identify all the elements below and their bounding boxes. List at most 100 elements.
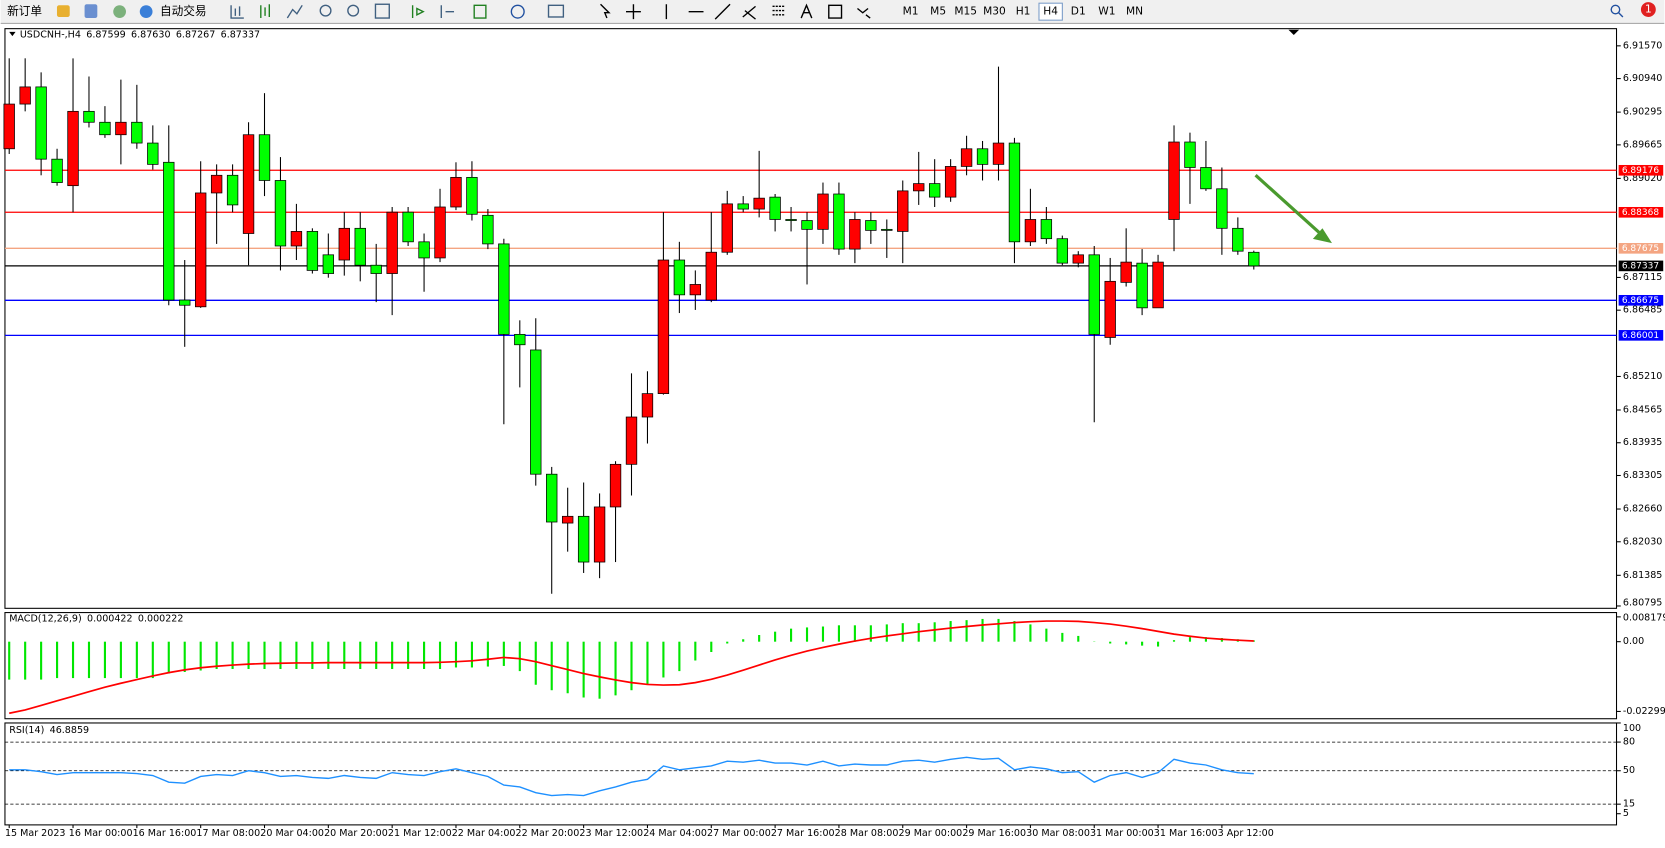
icon[interactable]: [56, 5, 70, 17]
y-tick-label: 0.008179: [1623, 612, 1665, 623]
y-tick-label: 6.80795: [1623, 598, 1662, 609]
x-tick-label: 20 Mar 04:00: [260, 828, 324, 839]
timeframe-button[interactable]: W1: [1098, 5, 1115, 18]
level-price-box: [1618, 294, 1664, 306]
candle-body: [131, 121, 143, 144]
fibo-icon[interactable]: [772, 5, 786, 16]
timeframe-button[interactable]: M1: [903, 5, 919, 18]
shift-icon[interactable]: [440, 5, 455, 19]
candle-body: [721, 203, 733, 253]
template-icon[interactable]: [547, 4, 565, 18]
indicator-value: 0.000222: [138, 613, 184, 624]
cursor-icon[interactable]: [600, 3, 611, 19]
y-tick-label: 6.90940: [1623, 73, 1662, 84]
toolbar: 新订单 自动交易: [0, 0, 1665, 24]
channel-icon[interactable]: [742, 5, 756, 20]
chart-title: USDCNH-,H4: [20, 30, 81, 41]
candle-body: [817, 193, 829, 230]
candle-body: [194, 192, 207, 308]
y-tick-label: 0.00: [1623, 636, 1644, 647]
level-price-label: 6.86001: [1622, 331, 1659, 341]
indicator-icon[interactable]: [473, 4, 487, 19]
x-tick-label: 28 Mar 08:00: [835, 828, 899, 839]
candle-body: [1232, 227, 1244, 252]
level-price-box: [1618, 243, 1664, 254]
label-icon[interactable]: [828, 4, 843, 19]
candle-body: [913, 183, 925, 192]
candle-body: [67, 110, 79, 187]
level-price-label: 6.87675: [1622, 244, 1659, 254]
candle-body: [434, 206, 446, 259]
icon[interactable]: [113, 5, 126, 19]
candle-body: [769, 196, 781, 220]
y-tick-label: 6.82660: [1623, 504, 1662, 515]
candle-body: [19, 86, 31, 105]
y-tick-label: 6.89665: [1623, 139, 1662, 150]
scroll-icon[interactable]: [411, 5, 425, 19]
level-price-label: 6.86675: [1622, 296, 1659, 306]
icon[interactable]: [84, 4, 98, 19]
timeframe-button[interactable]: M5: [930, 5, 946, 18]
macd-panel: [4, 612, 1618, 720]
x-tick-label: 22 Mar 20:00: [516, 828, 580, 839]
candle-body: [163, 161, 175, 301]
indicator-title: RSI(14): [9, 725, 44, 736]
y-tick-label: 6.84565: [1623, 404, 1662, 415]
y-tick-label: 6.86485: [1623, 305, 1662, 316]
bar-chart-icon[interactable]: [230, 5, 244, 19]
candle-body: [753, 197, 765, 210]
signal-line: [9, 620, 1254, 715]
new-order-button[interactable]: 新订单: [7, 4, 42, 18]
x-tick-label: 31 Mar 16:00: [1154, 828, 1218, 839]
timeframe-button[interactable]: MN: [1126, 5, 1143, 18]
crosshair-icon[interactable]: [626, 4, 641, 20]
candle-body: [306, 231, 319, 271]
search-icon[interactable]: [1610, 4, 1621, 15]
x-tick-label: 27 Mar 16:00: [771, 828, 835, 839]
candle-body: [865, 220, 877, 231]
timeframe-bar: M1 M5 M15 M30 H1 H4 D1 W1 MN: [903, 2, 1143, 21]
timeframe-button[interactable]: H1: [1016, 5, 1031, 18]
y-tick-label: 6.83305: [1623, 470, 1662, 481]
line-icon[interactable]: [286, 4, 303, 19]
candle-body: [992, 142, 1005, 165]
y-tick-label: 6.81385: [1623, 570, 1662, 581]
auto-trading-button[interactable]: 自动交易: [160, 4, 207, 18]
candle-body: [609, 463, 622, 508]
x-tick-label: 16 Mar 16:00: [133, 828, 197, 839]
x-tick-label: 22 Mar 04:00: [452, 828, 516, 839]
candle-body: [3, 103, 15, 150]
trendline-icon[interactable]: [714, 3, 731, 20]
timeframe-button[interactable]: M15: [954, 5, 977, 18]
timeframe-button[interactable]: D1: [1071, 5, 1086, 18]
zoom-in-icon[interactable]: [319, 4, 332, 17]
candle-body: [960, 148, 973, 167]
candle-body: [210, 174, 223, 194]
candle-body: [386, 211, 398, 274]
x-tick-label: 3 Apr 12:00: [1218, 828, 1274, 839]
icon[interactable]: [139, 5, 153, 19]
x-tick-label: 17 Mar 08:00: [196, 828, 260, 839]
ohlc-label: 6.87630: [131, 30, 170, 41]
y-tick-label: 15: [1623, 799, 1635, 810]
zoom-out-icon[interactable]: [347, 4, 360, 17]
arrows-icon[interactable]: [857, 7, 871, 19]
candle-body: [928, 183, 941, 198]
level-price-label: 6.89176: [1622, 166, 1660, 176]
candle-body: [99, 121, 111, 136]
candle-body: [370, 264, 382, 274]
y-tick-label: 100: [1623, 723, 1641, 734]
candle-icon[interactable]: [260, 4, 270, 19]
timeframe-button[interactable]: M30: [983, 5, 1006, 18]
y-tick-label: 6.85210: [1623, 371, 1662, 382]
x-tick-label: 16 Mar 00:00: [69, 828, 133, 839]
candle-body: [593, 506, 606, 563]
tile-icon[interactable]: [374, 3, 390, 19]
candle-body: [466, 176, 478, 215]
notification-badge[interactable]: [1640, 2, 1656, 17]
main-panel: [4, 28, 1618, 609]
period-icon[interactable]: [510, 4, 525, 19]
text-icon[interactable]: [800, 3, 813, 19]
timeframe-button[interactable]: H4: [1043, 5, 1058, 18]
